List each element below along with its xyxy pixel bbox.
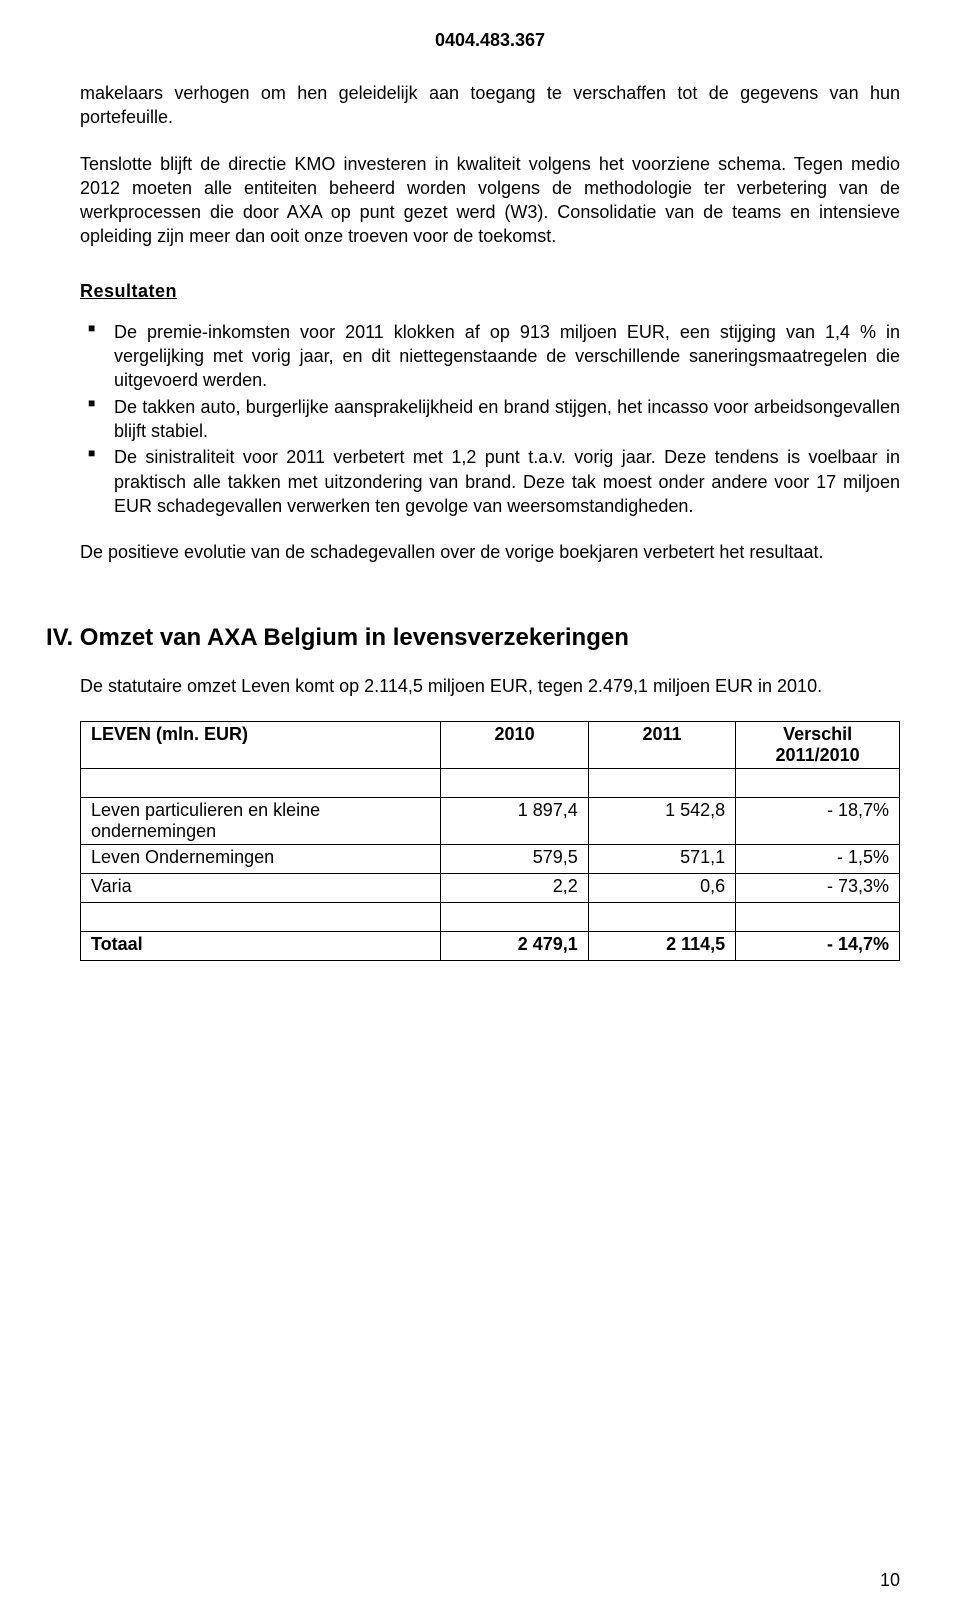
results-list: De premie-inkomsten voor 2011 klokken af… [80, 320, 900, 518]
table-cell: Varia [81, 873, 441, 902]
table-cell [441, 768, 588, 797]
table-cell: - 73,3% [736, 873, 900, 902]
table-cell: 2,2 [441, 873, 588, 902]
table-cell: - 14,7% [736, 931, 900, 960]
table-header: LEVEN (mln. EUR) [81, 721, 441, 768]
table-row [81, 768, 900, 797]
table-total-row: Totaal 2 479,1 2 114,5 - 14,7% [81, 931, 900, 960]
paragraph-3: De positieve evolutie van de schadegeval… [80, 540, 900, 564]
table-cell: Leven particulieren en kleine ondernemin… [81, 797, 441, 844]
table-row: Leven Ondernemingen 579,5 571,1 - 1,5% [81, 844, 900, 873]
list-item: De premie-inkomsten voor 2011 klokken af… [80, 320, 900, 393]
table-cell [81, 768, 441, 797]
table-cell [81, 902, 441, 931]
table-cell: 2 479,1 [441, 931, 588, 960]
table-cell: 0,6 [588, 873, 735, 902]
table-row [81, 902, 900, 931]
table-cell [588, 768, 735, 797]
paragraph-1: makelaars verhogen om hen geleidelijk aa… [80, 81, 900, 130]
section-intro: De statutaire omzet Leven komt op 2.114,… [80, 674, 900, 698]
list-item: De sinistraliteit voor 2011 verbetert me… [80, 445, 900, 518]
table-cell: 1 897,4 [441, 797, 588, 844]
table-cell: Leven Ondernemingen [81, 844, 441, 873]
paragraph-2: Tenslotte blijft de directie KMO investe… [80, 152, 900, 249]
table-cell: - 18,7% [736, 797, 900, 844]
table-cell [736, 768, 900, 797]
table-cell: 1 542,8 [588, 797, 735, 844]
table-cell: - 1,5% [736, 844, 900, 873]
table-row: Leven particulieren en kleine ondernemin… [81, 797, 900, 844]
document-header-code: 0404.483.367 [80, 30, 900, 51]
table-row: Varia 2,2 0,6 - 73,3% [81, 873, 900, 902]
leven-table: LEVEN (mln. EUR) 2010 2011 Verschil 2011… [80, 721, 900, 961]
section-title: IV. Omzet van AXA Belgium in levensverze… [46, 624, 900, 652]
table-header: 2011 [588, 721, 735, 768]
table-cell: 579,5 [441, 844, 588, 873]
table-cell [736, 902, 900, 931]
table-cell [441, 902, 588, 931]
table-cell: 571,1 [588, 844, 735, 873]
table-header: Verschil 2011/2010 [736, 721, 900, 768]
table-cell [588, 902, 735, 931]
list-item: De takken auto, burgerlijke aansprakelij… [80, 395, 900, 444]
table-header-row: LEVEN (mln. EUR) 2010 2011 Verschil 2011… [81, 721, 900, 768]
page-number: 10 [880, 1570, 900, 1591]
table-header: 2010 [441, 721, 588, 768]
document-page: 0404.483.367 makelaars verhogen om hen g… [0, 0, 960, 1621]
results-heading: Resultaten [80, 281, 900, 302]
table-cell: 2 114,5 [588, 931, 735, 960]
table-cell: Totaal [81, 931, 441, 960]
